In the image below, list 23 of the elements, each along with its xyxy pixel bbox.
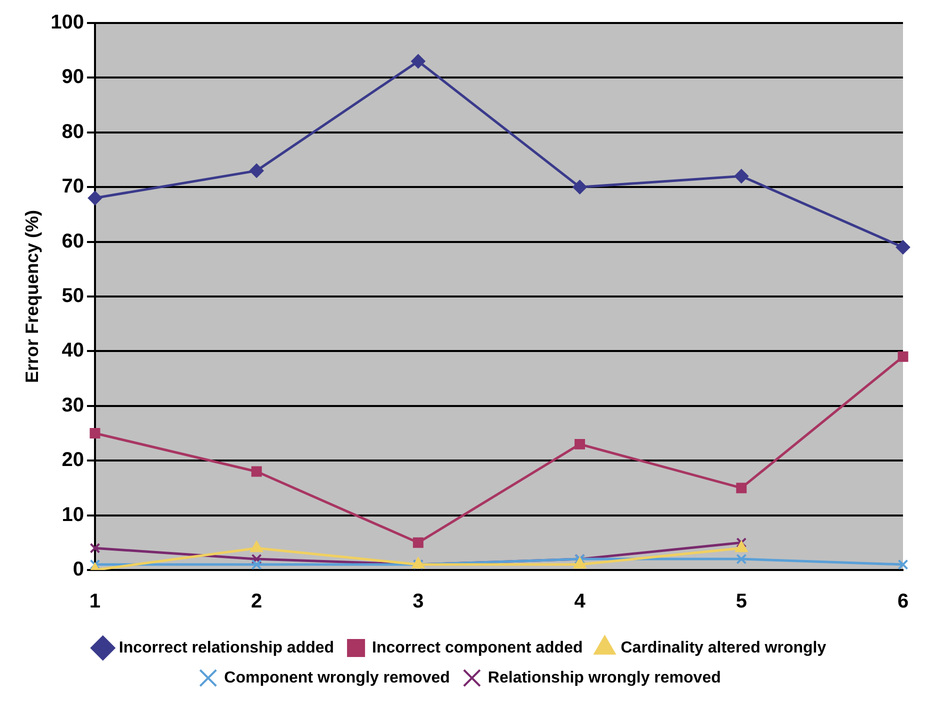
y-tick-label: 80 [62,120,84,143]
x-tick-label: 3 [412,590,424,613]
x-tick-label: 1 [89,590,101,613]
legend-label: Cardinality altered wrongly [620,639,826,656]
x-tick-label: 4 [574,590,586,613]
x-tick-label: 2 [251,590,262,613]
y-tick-label: 90 [62,66,84,88]
y-tick-label: 100 [50,12,84,34]
y-axis-title: Error Frequency (%) [22,210,42,384]
y-tick-label: 70 [62,176,84,198]
y-tick-label: 30 [62,394,84,416]
y-tick-label: 60 [62,230,84,252]
legend-label: Component wrongly removed [224,669,450,686]
y-tick-label: 40 [62,340,84,362]
y-tick-label: 20 [62,449,84,472]
legend-label: Relationship wrongly removed [488,669,721,686]
legend-label: Incorrect relationship added [118,639,334,656]
y-tick-label: 0 [72,558,84,581]
x-tick-label: 5 [736,590,747,613]
legend-label: Incorrect component added [372,639,583,656]
y-tick-label: 50 [62,285,84,308]
x-tick-label: 6 [897,590,909,613]
y-tick-label: 10 [62,504,84,526]
